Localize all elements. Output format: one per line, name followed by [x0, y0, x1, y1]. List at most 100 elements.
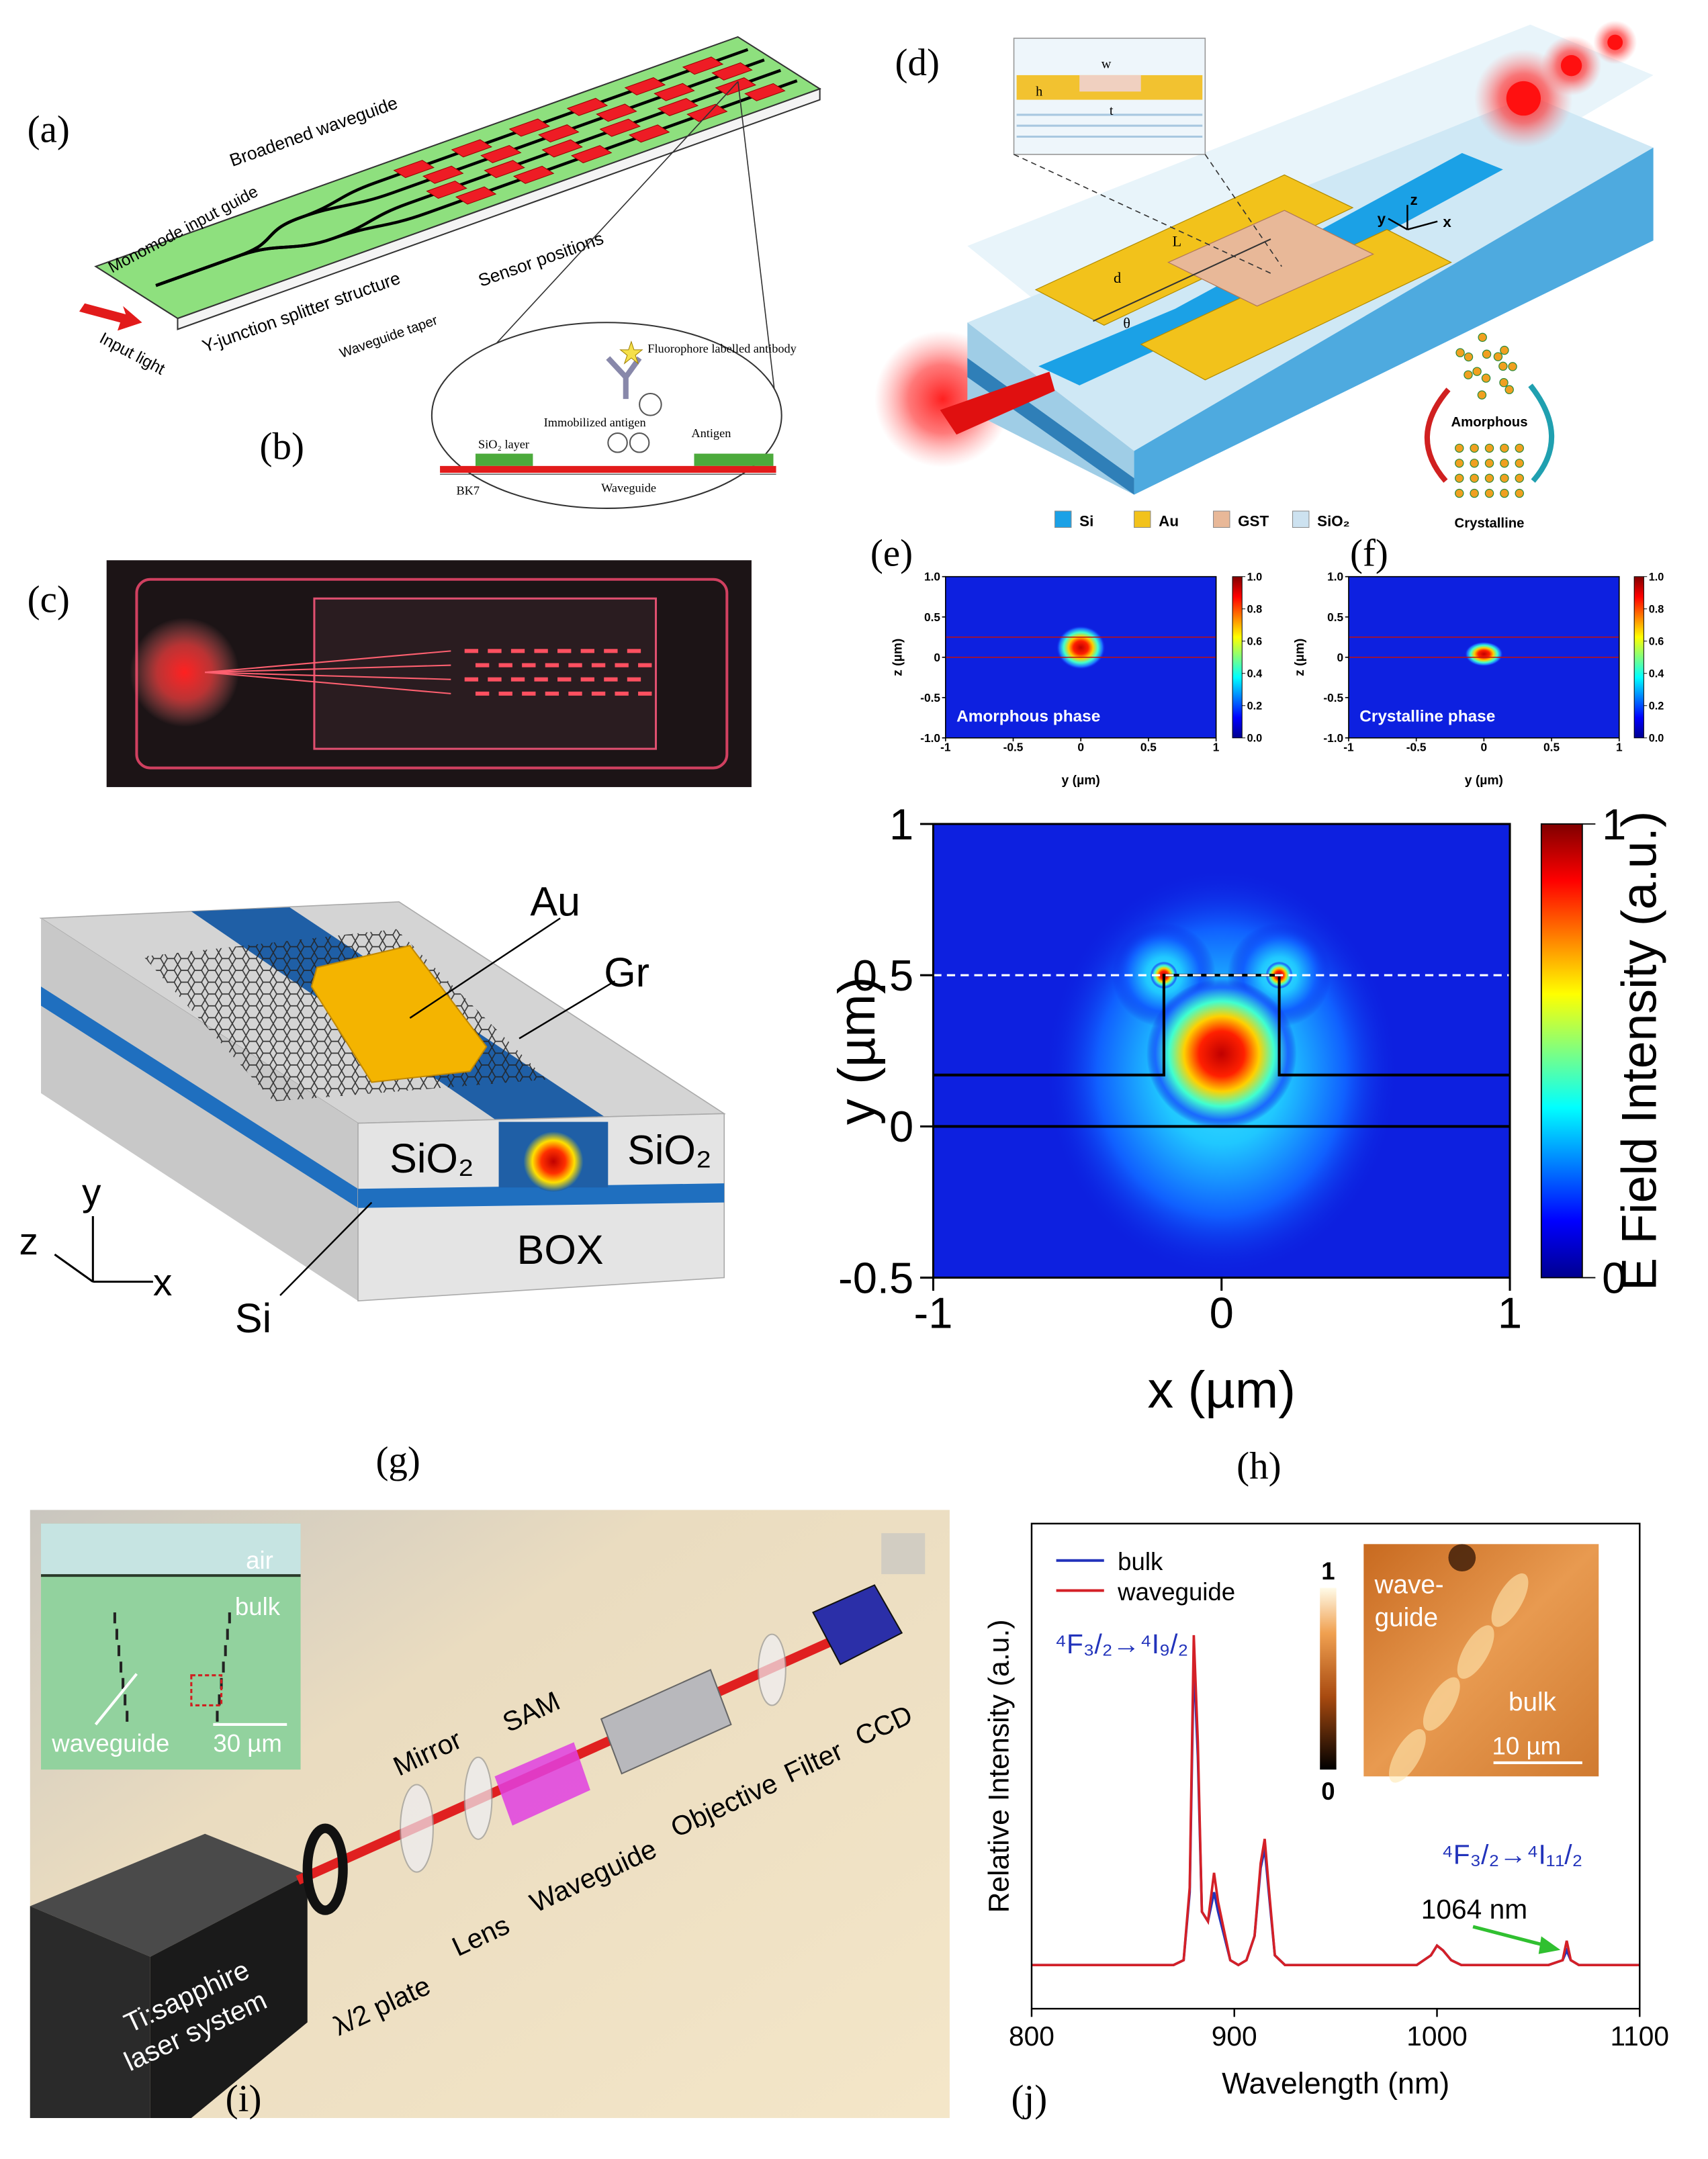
x-tick-label: 0.5	[1140, 741, 1157, 754]
atom	[1499, 378, 1509, 387]
y-axis-label: y (µm)	[828, 976, 886, 1125]
colorbar-tick-label: 0.2	[1247, 700, 1263, 712]
axis	[1407, 220, 1438, 231]
annotation: L	[1173, 232, 1182, 249]
annotation: Au	[530, 878, 580, 924]
panel-label: (d)	[895, 42, 940, 84]
atom	[1464, 370, 1473, 379]
panel-label: (a)	[28, 109, 70, 151]
objective	[600, 1669, 732, 1775]
sensor-pad	[657, 97, 699, 116]
y-tick-label: 0	[889, 1102, 913, 1151]
afm-stripe	[1491, 1573, 1529, 1627]
annotation: bulk	[235, 1593, 281, 1620]
atom	[1515, 473, 1524, 483]
annotation: Immobilized antigen	[544, 416, 646, 429]
colorbar-tick-label: 0	[1321, 1778, 1335, 1805]
colorbar	[1633, 576, 1644, 739]
annotation: SiO₂ layer	[478, 437, 529, 451]
atom	[1478, 332, 1487, 342]
annotation: Amorphous phase	[956, 707, 1100, 725]
half-wave-plate	[302, 1823, 348, 1915]
axis	[1388, 218, 1408, 230]
annotation: Waveguide	[601, 481, 656, 495]
si-left	[41, 986, 359, 1208]
antigen	[607, 432, 628, 453]
sensor-pad	[682, 56, 724, 75]
leader	[737, 81, 777, 405]
annotation: 1064 nm	[1421, 1894, 1527, 1925]
sensor-pad	[455, 186, 497, 205]
colorbar-label: E Field Intensity (a.u.)	[1612, 811, 1667, 1291]
annotation: waveguide	[51, 1730, 169, 1757]
x-tick-label: 1000	[1406, 2021, 1468, 2052]
annotation: Si	[235, 1295, 271, 1341]
axis-label: x	[1443, 214, 1451, 230]
x-axis-label: x (µm)	[1147, 1361, 1296, 1419]
field	[1464, 641, 1503, 667]
atom	[1500, 345, 1509, 355]
leader	[409, 917, 561, 1019]
annotation: h	[1036, 84, 1042, 99]
annotation: t	[1110, 103, 1114, 118]
panel-label: (b)	[260, 426, 304, 468]
atom	[1484, 443, 1494, 453]
annotation: wave-	[1374, 1571, 1444, 1600]
y-tick-label: -0.5	[920, 691, 940, 704]
heatmap	[933, 823, 1511, 1278]
atom	[1470, 473, 1479, 483]
sensor-pad	[393, 160, 435, 179]
atom	[1515, 443, 1524, 453]
plot-frame	[1030, 1522, 1641, 2010]
fluorophore	[619, 340, 643, 365]
sensor-pad	[566, 97, 609, 116]
sensor-pad	[451, 139, 493, 158]
afm-dark	[1448, 1544, 1476, 1572]
sensor-pad	[508, 118, 551, 137]
atom	[1484, 473, 1494, 483]
inset-marker	[190, 1674, 223, 1706]
colorbar-tick-label: 0.8	[1649, 603, 1664, 615]
sensor-pad	[715, 77, 757, 96]
sam-cube	[494, 1742, 590, 1826]
legend-label: GST	[1238, 512, 1269, 529]
antibody	[606, 356, 642, 400]
sensor-pad	[512, 165, 555, 184]
x-tick-label: 0	[1481, 741, 1488, 754]
sensor-pad	[484, 160, 525, 179]
colorbar-tick-label: 0	[1602, 1253, 1626, 1302]
atom	[1515, 459, 1524, 468]
field-core	[1146, 978, 1297, 1130]
legend-label: SiO₂	[1317, 512, 1349, 529]
colorbar-tick-label: 0.4	[1649, 668, 1664, 680]
annotation: d	[1114, 269, 1121, 286]
light-path	[205, 664, 451, 674]
block-left	[41, 918, 359, 1301]
gold-electrode	[310, 944, 488, 1083]
sensor-pad	[654, 83, 695, 101]
annotation: Fluorophore labelled antibody	[647, 342, 797, 355]
afm-stripe	[1457, 1625, 1494, 1679]
y-tick-label: -0.5	[838, 1253, 913, 1302]
antigen	[629, 432, 650, 453]
atom	[1481, 373, 1491, 383]
x-tick-label: 1	[1616, 741, 1623, 754]
legend-label: Si	[1079, 512, 1093, 529]
red-dot	[1506, 81, 1541, 116]
sensor-pad	[570, 145, 613, 164]
atom	[1472, 367, 1482, 376]
arrow	[1472, 1925, 1547, 1948]
sensor-pad	[744, 83, 786, 101]
y-tick-label: -1.0	[1323, 731, 1343, 745]
colorbar-tick-label: 1.0	[1649, 571, 1664, 583]
x-tick-label: -1	[1343, 741, 1354, 754]
gst	[1167, 210, 1375, 307]
y-tick-label: -1.0	[920, 731, 940, 745]
ccd	[812, 1584, 903, 1665]
waveguide	[155, 58, 765, 287]
transition-arrow	[1424, 387, 1451, 483]
pointer	[94, 1673, 138, 1726]
chip-body	[313, 597, 658, 750]
colorbar-tick-label: 0.8	[1247, 603, 1263, 615]
